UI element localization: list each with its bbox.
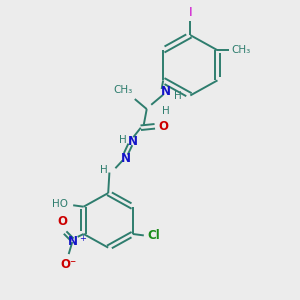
Text: N: N bbox=[161, 85, 171, 98]
Text: H: H bbox=[162, 106, 170, 116]
Text: CH₃: CH₃ bbox=[113, 85, 133, 95]
Text: H: H bbox=[119, 135, 127, 145]
Text: CH₃: CH₃ bbox=[232, 45, 251, 55]
Text: N: N bbox=[68, 235, 78, 248]
Text: N: N bbox=[128, 135, 137, 148]
Text: +: + bbox=[79, 234, 86, 243]
Text: Cl: Cl bbox=[147, 229, 160, 242]
Text: H: H bbox=[100, 165, 107, 175]
Text: H: H bbox=[174, 91, 182, 100]
Text: O: O bbox=[159, 120, 169, 133]
Text: O⁻: O⁻ bbox=[60, 258, 76, 272]
Text: HO: HO bbox=[52, 199, 68, 209]
Text: O: O bbox=[58, 215, 68, 228]
Text: I: I bbox=[188, 6, 192, 20]
Text: N: N bbox=[121, 152, 131, 165]
